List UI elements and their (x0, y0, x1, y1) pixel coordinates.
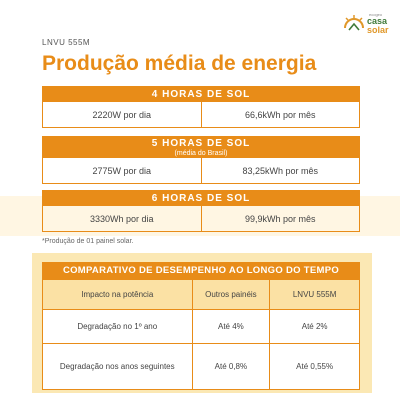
brand-line2: casa (367, 16, 388, 26)
sun-house-icon (344, 15, 364, 31)
sun-block-subheading: (média do Brasil) (174, 149, 228, 157)
brand-line3: solar (367, 25, 389, 35)
monthly-production: 99,9kWh por mês (200, 206, 360, 231)
daily-production: 3330Wh por dia (89, 213, 154, 224)
sun-block-heading: 6 HORAS DE SOL (42, 190, 360, 206)
table-cell: Até 4% (191, 309, 271, 344)
brand-logo: ecogeo casa solar (342, 12, 392, 38)
table-cell: Até 2% (269, 309, 360, 344)
comparison-heading: COMPARATIVO DE DESEMPENHO AO LONGO DO TE… (42, 262, 360, 279)
sun-block-heading-text: 4 HORAS DE SOL (151, 88, 251, 100)
column-header: LNVU 555M (269, 279, 360, 310)
table-cell: Até 0,55% (269, 343, 360, 390)
sun-block-heading: 4 HORAS DE SOL (42, 86, 360, 102)
table-cell: Degradação nos anos seguintes (42, 343, 193, 390)
comparison-table-block: COMPARATIVO DE DESEMPENHO AO LONGO DO TE… (42, 262, 360, 390)
sun-block-heading-text: 5 HORAS DE SOL (151, 137, 251, 149)
page-title: Produção média de energia (42, 52, 317, 75)
sun-block-row: 2775W por dia 83,25kWh por mês (42, 158, 360, 184)
column-header: Outros painéis (191, 279, 271, 310)
comparison-table: Impacto na potência Outros painéis LNVU … (42, 279, 360, 390)
table-header-row: Impacto na potência Outros painéis LNVU … (42, 279, 360, 310)
sun-block-5h: 5 HORAS DE SOL (média do Brasil) 2775W p… (42, 136, 360, 184)
model-label: LNVU 555M (42, 38, 91, 47)
sun-block-4h: 4 HORAS DE SOL 2220W por dia 66,6kWh por… (42, 86, 360, 128)
sun-block-heading-text: 6 HORAS DE SOL (151, 192, 251, 204)
sun-block-heading: 5 HORAS DE SOL (média do Brasil) (42, 136, 360, 158)
daily-production: 2775W por dia (92, 165, 152, 176)
sun-block-row: 2220W por dia 66,6kWh por mês (42, 102, 360, 128)
table-cell: Degradação no 1º ano (42, 309, 193, 344)
table-row: Degradação no 1º ano Até 4% Até 2% (42, 309, 360, 344)
footnote: *Produção de 01 painel solar. (42, 238, 134, 245)
monthly-production: 83,25kWh por mês (200, 158, 360, 183)
table-cell: Até 0,8% (191, 343, 271, 390)
daily-production: 2220W por dia (92, 109, 152, 120)
table-row: Degradação nos anos seguintes Até 0,8% A… (42, 343, 360, 390)
column-header: Impacto na potência (42, 279, 193, 310)
sun-block-row: 3330Wh por dia 99,9kWh por mês (42, 206, 360, 232)
brand-line1: ecogeo (369, 12, 383, 17)
sun-block-6h: 6 HORAS DE SOL 3330Wh por dia 99,9kWh po… (42, 190, 360, 232)
monthly-production: 66,6kWh por mês (200, 102, 360, 127)
